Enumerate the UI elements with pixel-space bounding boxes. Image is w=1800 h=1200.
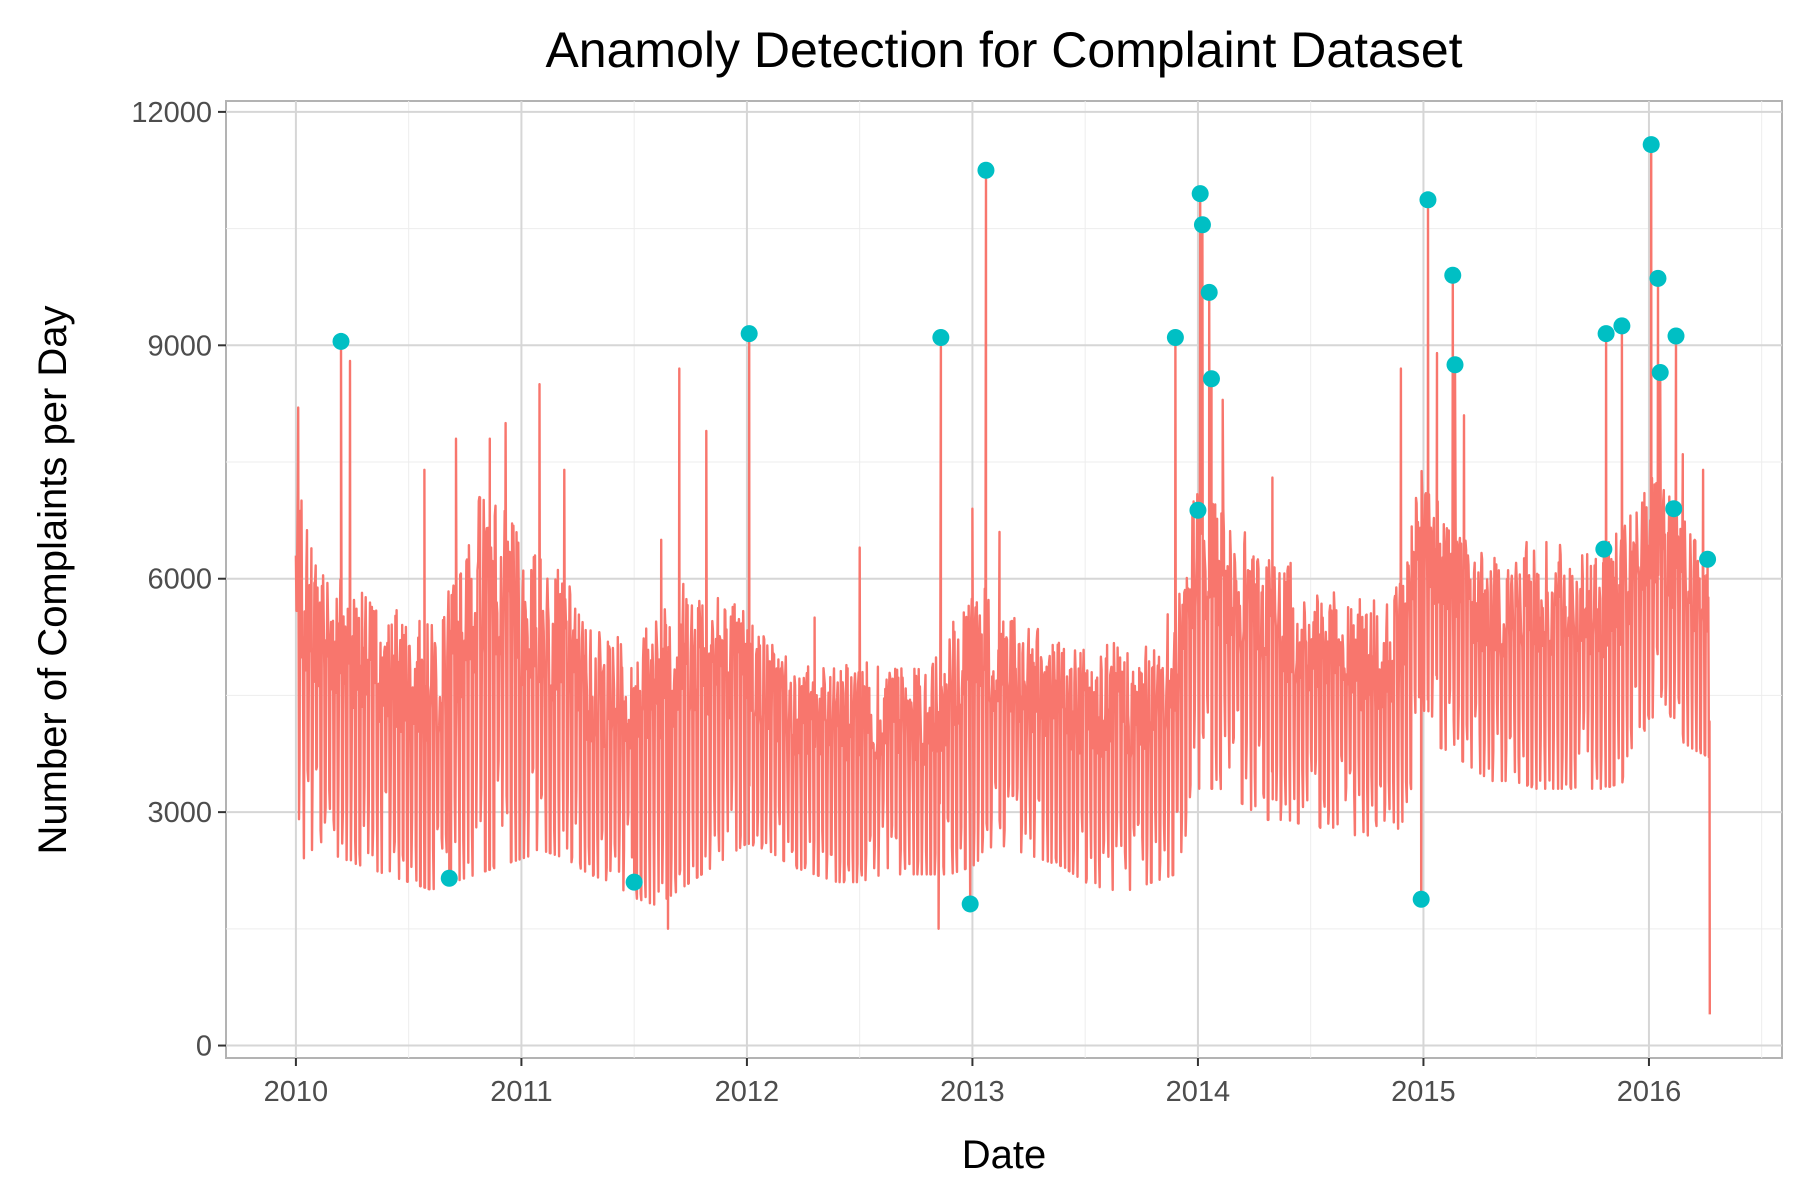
anomaly-point (740, 325, 758, 343)
x-axis: 2010 2011 2012 2013 2014 2015 2016 (264, 1058, 1682, 1108)
x-tick-label: 2016 (1617, 1076, 1682, 1108)
anomaly-point (932, 329, 950, 347)
chart-title: Anamoly Detection for Complaint Dataset (545, 22, 1462, 78)
y-tick-label: 9000 (147, 330, 212, 362)
x-tick-label: 2014 (1166, 1076, 1231, 1108)
x-tick-label: 2010 (264, 1076, 329, 1108)
anomaly-point (1597, 325, 1615, 343)
anomaly-point (1444, 266, 1462, 284)
y-tick-label: 12000 (131, 97, 212, 129)
x-axis-title: Date (962, 1133, 1047, 1177)
anomaly-point (1699, 550, 1717, 568)
anomaly-point (1667, 327, 1685, 345)
anomaly-point (1651, 364, 1669, 382)
x-tick-label: 2012 (715, 1076, 780, 1108)
complaints-line (294, 143, 1711, 1015)
complaints-series (294, 143, 1711, 1015)
y-axis: 0 3000 6000 9000 12000 (131, 97, 226, 1063)
y-tick-label: 6000 (147, 564, 212, 596)
anomaly-point (1412, 890, 1430, 908)
anomaly-points (332, 136, 1717, 913)
anomaly-point (1191, 185, 1209, 203)
anomaly-point (440, 869, 458, 887)
anomaly-point (977, 161, 995, 179)
x-tick-label: 2013 (940, 1076, 1005, 1108)
x-tick-label: 2015 (1391, 1076, 1456, 1108)
anomaly-point (1166, 329, 1184, 347)
anomaly-point (1642, 136, 1660, 154)
y-tick-label: 3000 (147, 797, 212, 829)
anomaly-point (1200, 283, 1218, 301)
anomaly-point (332, 332, 350, 350)
anomaly-point (1613, 317, 1631, 335)
anomaly-point (1193, 216, 1211, 234)
x-tick-label: 2011 (490, 1076, 552, 1108)
anomaly-point (1189, 501, 1207, 519)
y-tick-label: 0 (196, 1031, 212, 1063)
anomaly-point (1665, 500, 1683, 518)
anomaly-point (1202, 370, 1220, 388)
anomaly-point (1649, 269, 1667, 287)
anomaly-point (1419, 191, 1437, 209)
anomaly-point (1595, 540, 1613, 558)
anomaly-point (1446, 356, 1464, 374)
anomaly-point (625, 873, 643, 891)
anomaly-point (961, 895, 979, 913)
y-axis-title: Number of Complaints per Day (31, 305, 75, 854)
